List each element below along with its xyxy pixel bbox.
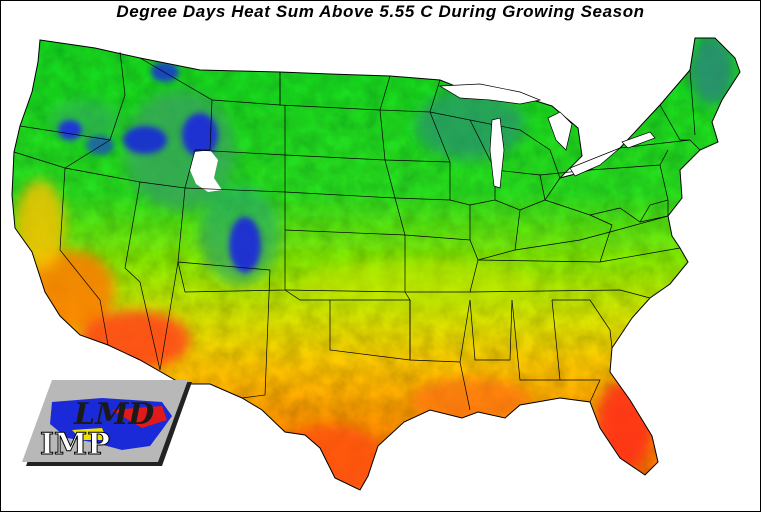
logo-us-silhouette [50,398,172,450]
map-title: Degree Days Heat Sum Above 5.55 C During… [116,2,645,21]
state-boundaries [11,37,741,491]
logo-bottom-text: IMP [40,427,110,462]
great-lakes [438,83,656,189]
map-logo-icon: LMD IMP [22,380,192,466]
logo-top-text: LMD [73,397,154,432]
